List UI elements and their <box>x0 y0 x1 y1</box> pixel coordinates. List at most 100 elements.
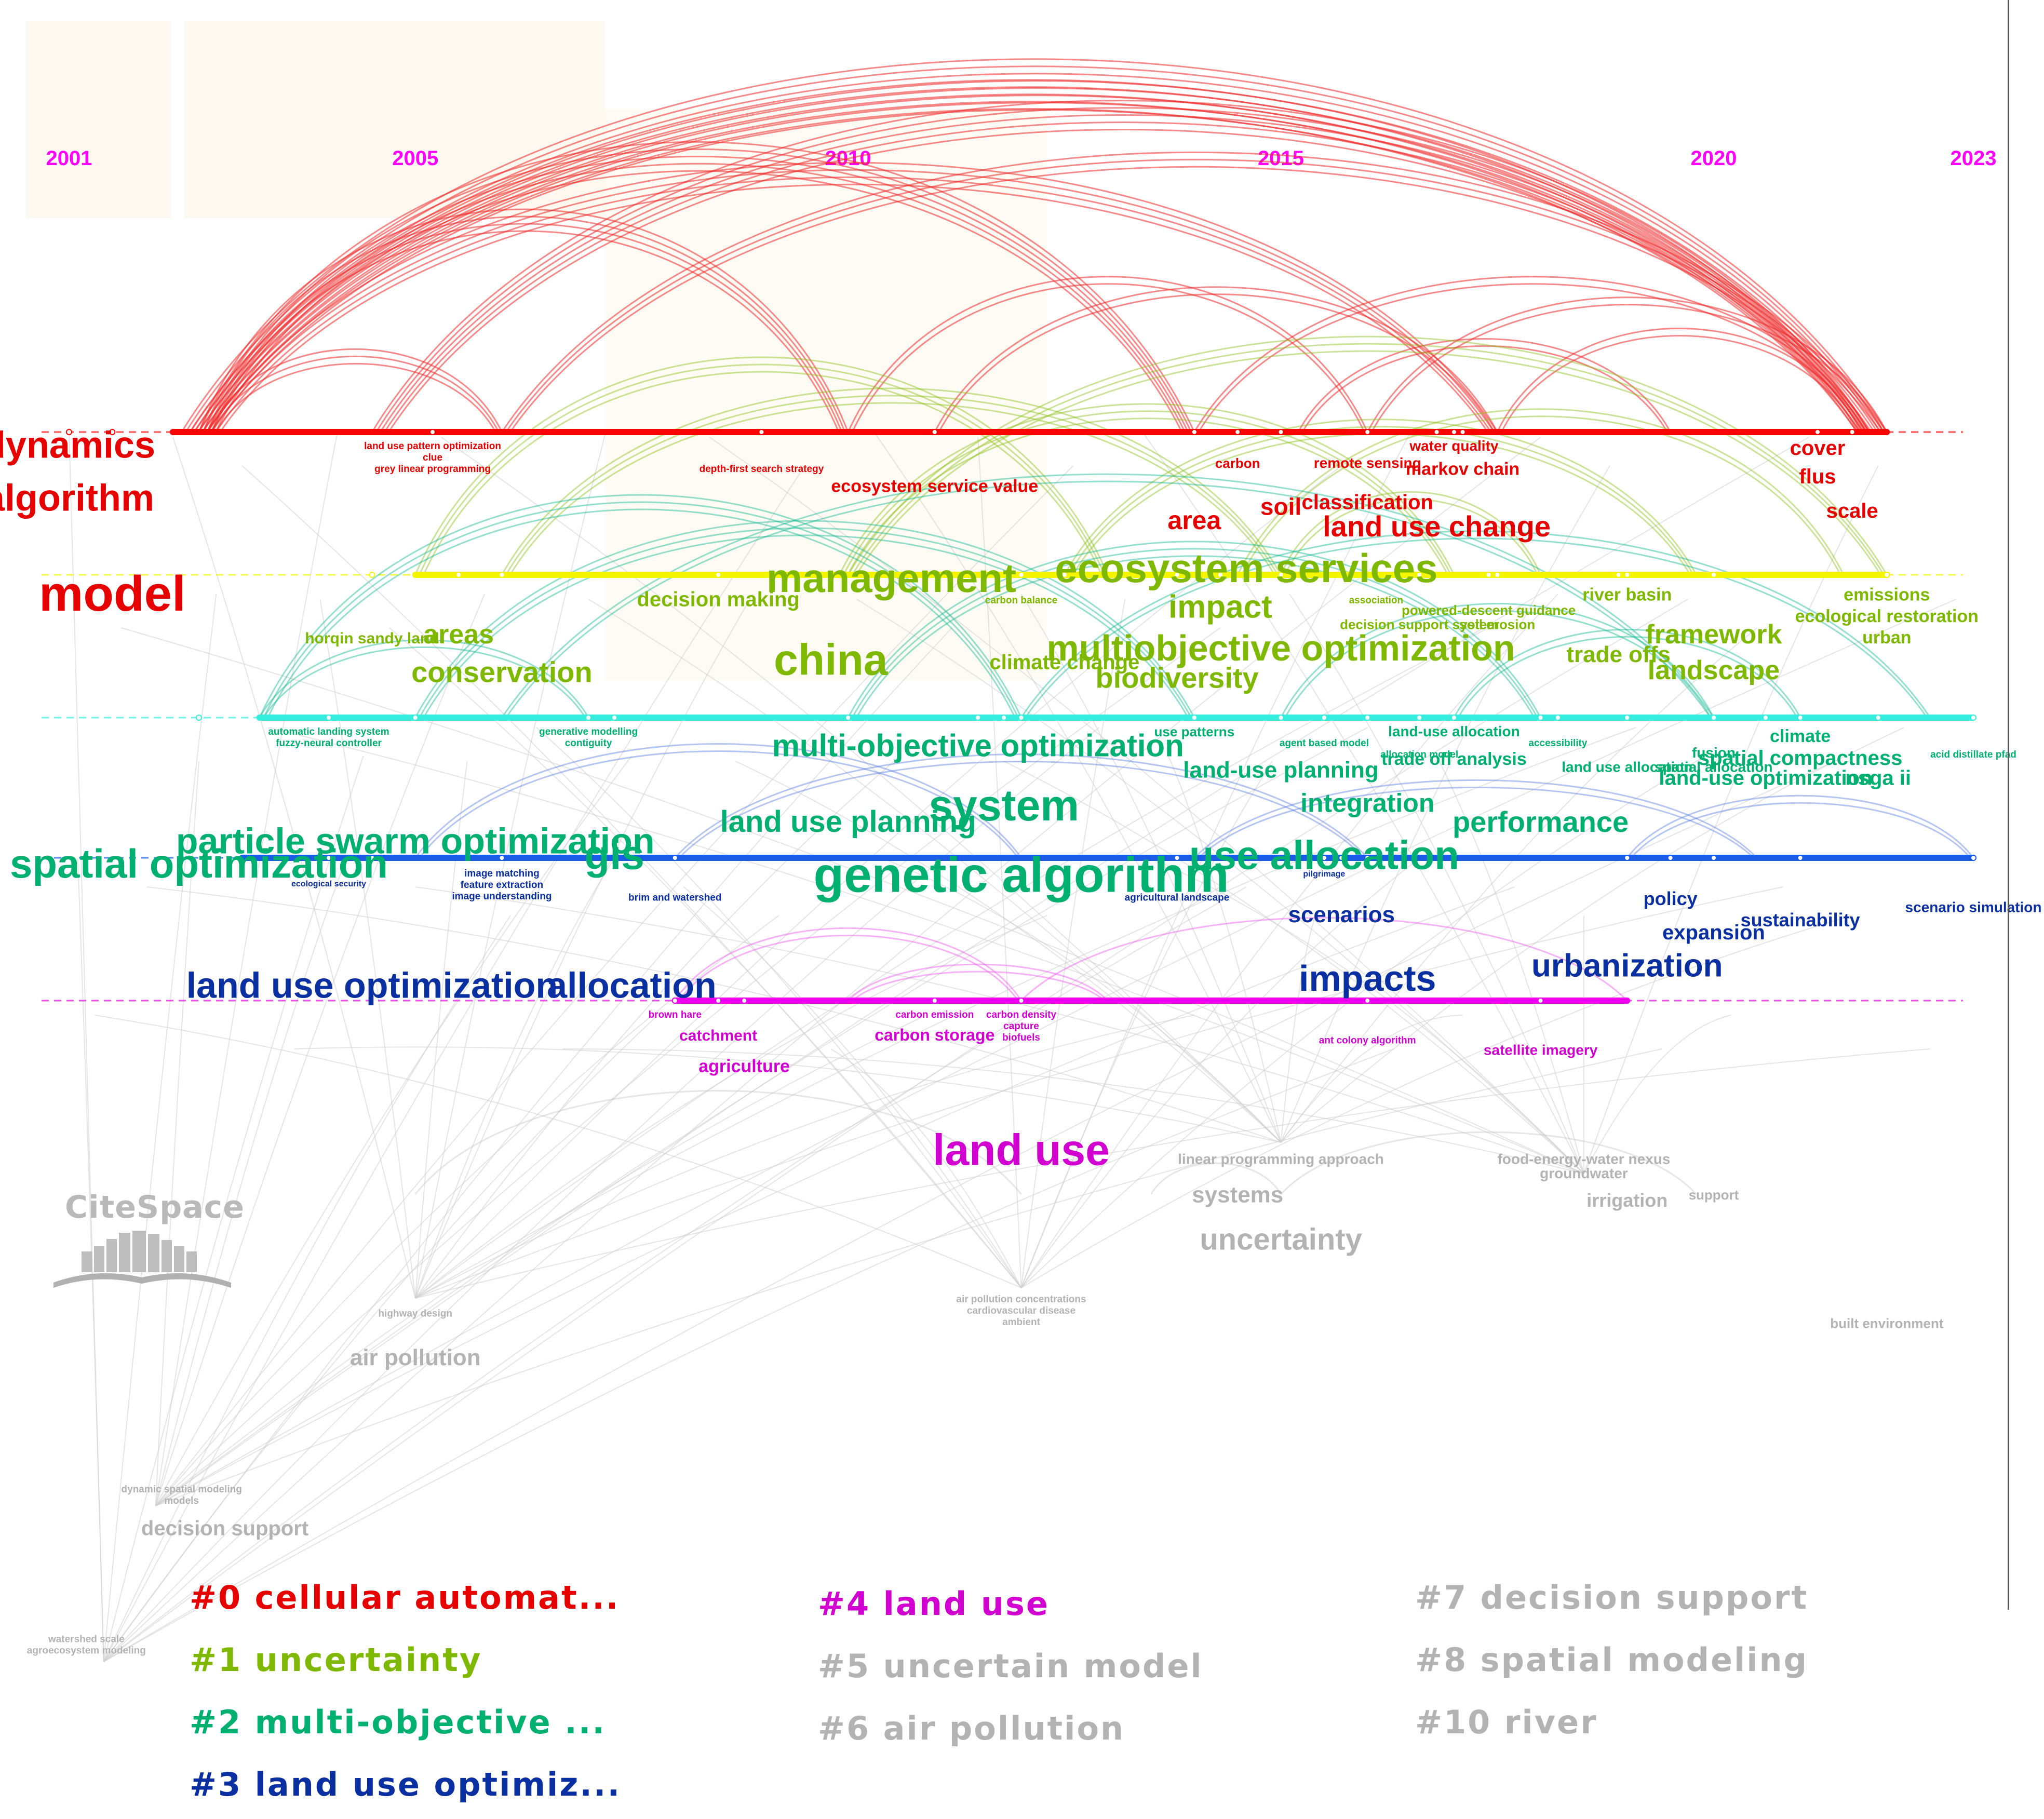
keyword-label[interactable]: decision support <box>141 1517 308 1540</box>
keyword-node[interactable] <box>931 998 938 1004</box>
keyword-label[interactable]: land use change <box>1323 510 1551 543</box>
keyword-node[interactable] <box>1450 715 1457 721</box>
keyword-label[interactable]: landscape <box>1648 655 1780 685</box>
keyword-node[interactable] <box>1061 572 1068 578</box>
keyword-label[interactable]: spatial allocation <box>1655 759 1772 775</box>
keyword-label[interactable]: dynamics <box>0 425 155 466</box>
keyword-label[interactable]: water quality <box>1409 438 1499 454</box>
keyword-label[interactable]: highway design <box>378 1309 452 1319</box>
keyword-label[interactable]: emissions <box>1844 585 1930 605</box>
keyword-node[interactable] <box>1018 715 1025 721</box>
keyword-label[interactable]: agriculture <box>698 1057 790 1076</box>
keyword-node[interactable] <box>1364 429 1371 435</box>
keyword-node[interactable] <box>369 855 375 861</box>
keyword-label[interactable]: accessibility <box>1528 738 1587 749</box>
keyword-label[interactable]: land use planning <box>720 805 976 839</box>
keyword-label[interactable]: agroecosystem modeling <box>27 1646 146 1656</box>
keyword-label[interactable]: spatial compactness <box>1698 747 1903 770</box>
keyword-node[interactable] <box>1554 715 1561 721</box>
keyword-label[interactable]: trade off analysis <box>1381 749 1527 769</box>
keyword-label[interactable]: acid distillate pfad <box>1930 749 2016 760</box>
keyword-label[interactable]: linear programming approach <box>1178 1151 1384 1167</box>
keyword-label[interactable]: land-use allocation <box>1388 723 1520 739</box>
keyword-node[interactable] <box>1278 429 1284 435</box>
keyword-node[interactable] <box>1762 715 1769 721</box>
keyword-node[interactable] <box>715 572 722 578</box>
keyword-node[interactable] <box>1875 715 1881 721</box>
keyword-node[interactable] <box>975 715 981 721</box>
keyword-label[interactable]: irrigation <box>1586 1190 1668 1211</box>
legend-item-cluster-3[interactable]: #3 land use optimiz... <box>190 1766 622 1803</box>
keyword-node[interactable] <box>1217 572 1223 578</box>
keyword-label[interactable]: grey linear programming <box>374 464 491 475</box>
keyword-label[interactable]: gis <box>584 832 644 878</box>
keyword-node[interactable] <box>66 429 72 435</box>
keyword-node[interactable] <box>1537 998 1544 1004</box>
keyword-node[interactable] <box>585 715 592 721</box>
keyword-label[interactable]: policy <box>1644 888 1698 909</box>
keyword-label[interactable]: climate change <box>989 651 1139 674</box>
keyword-node[interactable] <box>1710 572 1717 578</box>
keyword-label[interactable]: impact <box>1168 589 1272 625</box>
keyword-label[interactable]: model <box>39 566 186 622</box>
keyword-label[interactable]: urban <box>1862 628 1911 648</box>
keyword-label[interactable]: ecological security <box>291 880 366 888</box>
keyword-node[interactable] <box>1624 855 1631 861</box>
keyword-node[interactable] <box>1278 572 1284 578</box>
keyword-label[interactable]: decision support system <box>1340 617 1499 632</box>
keyword-node[interactable] <box>1667 855 1674 861</box>
keyword-label[interactable]: multi-objective optimization <box>772 728 1184 763</box>
keyword-node[interactable] <box>499 855 505 861</box>
keyword-label[interactable]: allocation <box>547 965 717 1006</box>
keyword-label[interactable]: ambient <box>1002 1317 1041 1328</box>
keyword-label[interactable]: flus <box>1799 465 1836 488</box>
legend-item-cluster-10[interactable]: #10 river <box>1415 1703 1598 1741</box>
keyword-label[interactable]: soil erosion <box>1459 617 1535 632</box>
keyword-label[interactable]: automatic landing system <box>268 726 389 737</box>
keyword-node[interactable] <box>1797 855 1804 861</box>
keyword-label[interactable]: scenarios <box>1288 902 1394 927</box>
keyword-node[interactable] <box>1364 855 1371 861</box>
keyword-node[interactable] <box>429 429 436 435</box>
keyword-node[interactable] <box>1849 429 1855 435</box>
keyword-label[interactable]: powered-descent guidance <box>1402 602 1576 618</box>
keyword-node[interactable] <box>326 855 332 861</box>
keyword-label[interactable]: cover <box>1790 437 1846 460</box>
keyword-node[interactable] <box>1243 572 1249 578</box>
keyword-label[interactable]: biofuels <box>1002 1032 1040 1043</box>
keyword-node[interactable] <box>758 429 765 435</box>
keyword-node[interactable] <box>1416 572 1423 578</box>
keyword-label[interactable]: models <box>164 1495 199 1506</box>
keyword-label[interactable]: sustainability <box>1741 909 1860 931</box>
keyword-label[interactable]: land-use planning <box>1183 758 1378 783</box>
legend-item-cluster-5[interactable]: #5 uncertain model <box>818 1647 1203 1685</box>
keyword-label[interactable]: systems <box>1192 1182 1283 1208</box>
keyword-node[interactable] <box>741 998 748 1004</box>
keyword-label[interactable]: biodiversity <box>1095 661 1258 694</box>
keyword-label[interactable]: groundwater <box>1540 1165 1628 1181</box>
keyword-label[interactable]: use patterns <box>1154 724 1235 739</box>
keyword-label[interactable]: ant colony algorithm <box>1319 1035 1416 1046</box>
keyword-node[interactable] <box>1494 572 1501 578</box>
keyword-label[interactable]: china <box>774 636 889 684</box>
keyword-label[interactable]: scale <box>1826 500 1878 522</box>
keyword-node[interactable] <box>827 572 834 578</box>
legend-item-cluster-2[interactable]: #2 multi-objective ... <box>190 1703 606 1741</box>
keyword-label[interactable]: association <box>1349 595 1404 606</box>
keyword-label[interactable]: food-energy-water nexus <box>1497 1151 1670 1167</box>
keyword-label[interactable]: satellite imagery <box>1484 1042 1598 1058</box>
keyword-node[interactable] <box>1459 429 1466 435</box>
keyword-node[interactable] <box>1450 429 1457 435</box>
keyword-node[interactable] <box>1364 998 1371 1004</box>
legend-item-cluster-7[interactable]: #7 decision support <box>1415 1579 1809 1616</box>
keyword-label[interactable]: clue <box>423 452 442 463</box>
keyword-label[interactable]: classification <box>1302 491 1433 514</box>
keyword-node[interactable] <box>1433 429 1440 435</box>
keyword-label[interactable]: river basin <box>1582 585 1672 605</box>
keyword-node[interactable] <box>1624 572 1631 578</box>
keyword-node[interactable] <box>1970 715 1976 721</box>
keyword-label[interactable]: land use optimization <box>186 965 558 1006</box>
keyword-label[interactable]: brim and watershed <box>628 893 722 904</box>
keyword-label[interactable]: integration <box>1300 789 1434 818</box>
keyword-label[interactable]: conservation <box>411 655 593 688</box>
